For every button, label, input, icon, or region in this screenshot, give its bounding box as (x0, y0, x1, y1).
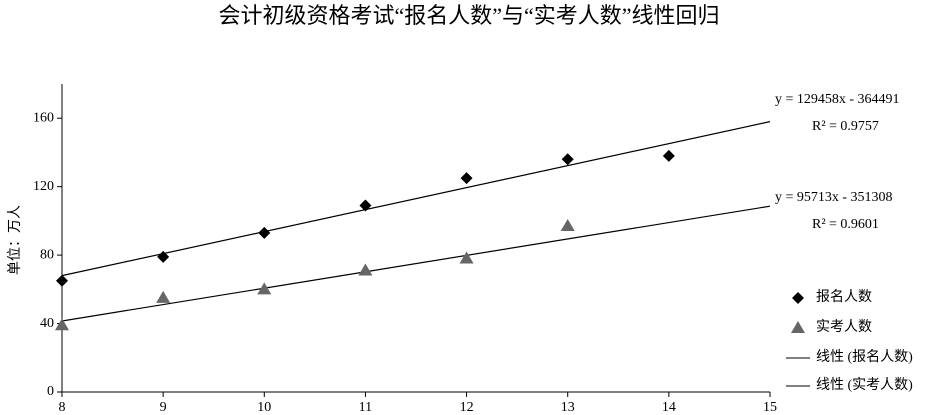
legend-label: 线性 (报名人数) (816, 349, 913, 365)
x-tick-label: 15 (763, 400, 777, 415)
diamond-marker (359, 199, 372, 212)
y-tick-label: 120 (33, 179, 54, 194)
y-axis-label: 单位：万人 (7, 205, 23, 275)
x-tick-label: 12 (460, 400, 474, 415)
triangle-marker (55, 318, 69, 331)
legend-label: 线性 (实考人数) (816, 377, 913, 393)
diamond-marker (662, 149, 675, 162)
trend-line (61, 205, 771, 322)
diamond-marker (157, 250, 170, 263)
trend-equation: y = 129458x - 364491 (775, 92, 900, 107)
triangle-marker (156, 290, 171, 303)
y-tick-label: 0 (47, 384, 54, 399)
chart-title: 会计初级资格考试“报名人数”与“实考人数”线性回归 (218, 3, 719, 28)
x-tick-label: 11 (359, 400, 372, 415)
x-tick-label: 10 (257, 400, 271, 415)
triangle-marker (791, 321, 805, 333)
trend-line (61, 121, 771, 277)
diamond-marker (258, 226, 271, 239)
triangle-marker (459, 251, 474, 264)
diamond-marker (460, 172, 473, 185)
trend-r2: R² = 0.9601 (812, 217, 879, 232)
triangle-marker (257, 282, 272, 295)
trend-r2: R² = 0.9757 (812, 119, 879, 134)
triangle-marker (358, 263, 373, 276)
x-tick-label: 14 (662, 400, 676, 415)
y-tick-label: 40 (40, 316, 54, 331)
legend-label: 报名人数 (816, 289, 872, 305)
x-tick-label: 13 (561, 400, 575, 415)
x-tick-label: 9 (160, 400, 167, 415)
diamond-marker (792, 292, 804, 304)
y-tick-label: 80 (40, 247, 54, 262)
y-tick-label: 160 (33, 110, 54, 125)
legend-label: 实考人数 (816, 319, 872, 335)
diamond-marker (56, 274, 68, 287)
trend-equation: y = 95713x - 351308 (775, 190, 893, 205)
diamond-marker (561, 153, 574, 166)
x-tick-label: 8 (59, 400, 66, 415)
triangle-marker (560, 219, 575, 232)
